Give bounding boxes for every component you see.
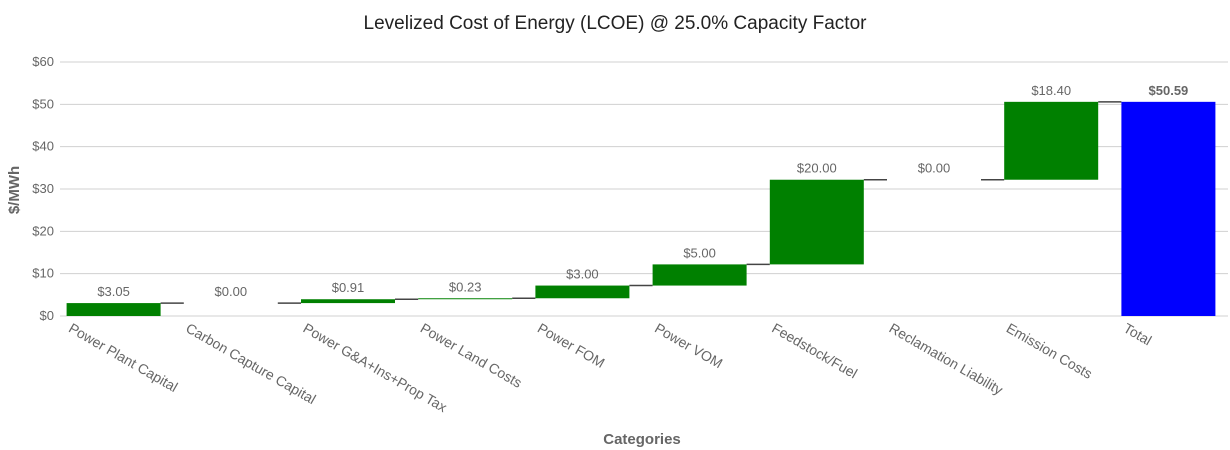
data-label: $0.00: [918, 161, 951, 176]
x-tick-label: Emission Costs: [1004, 320, 1096, 382]
bars: [66, 101, 1216, 316]
chart-title: Levelized Cost of Energy (LCOE) @ 25.0% …: [364, 13, 868, 34]
data-label: $5.00: [683, 245, 716, 260]
x-tick-label: Total: [1121, 320, 1155, 349]
y-tick-label: $60: [32, 54, 54, 69]
x-tick-label: Feedstock/Fuel: [769, 320, 860, 382]
data-label: $0.91: [332, 280, 365, 295]
bar-feedstock-fuel: [769, 179, 864, 265]
data-label: $20.00: [797, 161, 837, 176]
x-axis-title: Categories: [603, 431, 681, 448]
bar-power-fom: [535, 285, 630, 299]
bar-power-g-a-ins-prop-tax: [301, 299, 395, 304]
data-labels: $3.05 $0.00 $0.91 $0.23 $3.00 $5.00 $20.00 $0.0…: [97, 83, 1188, 299]
x-tick-label: Reclamation Liability: [887, 320, 1006, 398]
y-tick-label: $50: [32, 96, 54, 111]
y-tick-label: $40: [32, 139, 54, 154]
y-tick-label: $0: [40, 308, 54, 323]
y-axis-ticks: $0 $10 $20 $30 $40 $50 $60: [32, 54, 54, 323]
data-label: $3.05: [97, 284, 130, 299]
bar-emission-costs: [1004, 101, 1099, 180]
bar-power-plant-capital: [66, 303, 161, 316]
x-tick-label: Carbon Capture Capital: [183, 320, 318, 407]
bar-total: [1121, 101, 1216, 316]
y-axis-title: $/MWh: [6, 166, 23, 214]
bar-power-land-costs: [418, 298, 513, 300]
data-label: $0.23: [449, 279, 482, 294]
y-tick-label: $30: [32, 181, 54, 196]
x-tick-label: Power FOM: [535, 320, 608, 371]
bar-power-vom: [652, 264, 747, 286]
data-label: $0.00: [215, 284, 248, 299]
data-label: $18.40: [1031, 83, 1071, 98]
y-tick-label: $10: [32, 266, 54, 281]
x-tick-label: Power Land Costs: [418, 320, 525, 391]
x-axis-categories: Power Plant Capital Carbon Capture Capita…: [66, 320, 1154, 415]
x-tick-label: Power VOM: [652, 320, 725, 372]
y-tick-label: $20: [32, 223, 54, 238]
connectors: [160, 101, 1122, 304]
data-label: $50.59: [1149, 83, 1189, 98]
x-tick-label: Power Plant Capital: [66, 320, 180, 395]
data-label: $3.00: [566, 267, 599, 282]
gridlines: [60, 61, 1228, 317]
